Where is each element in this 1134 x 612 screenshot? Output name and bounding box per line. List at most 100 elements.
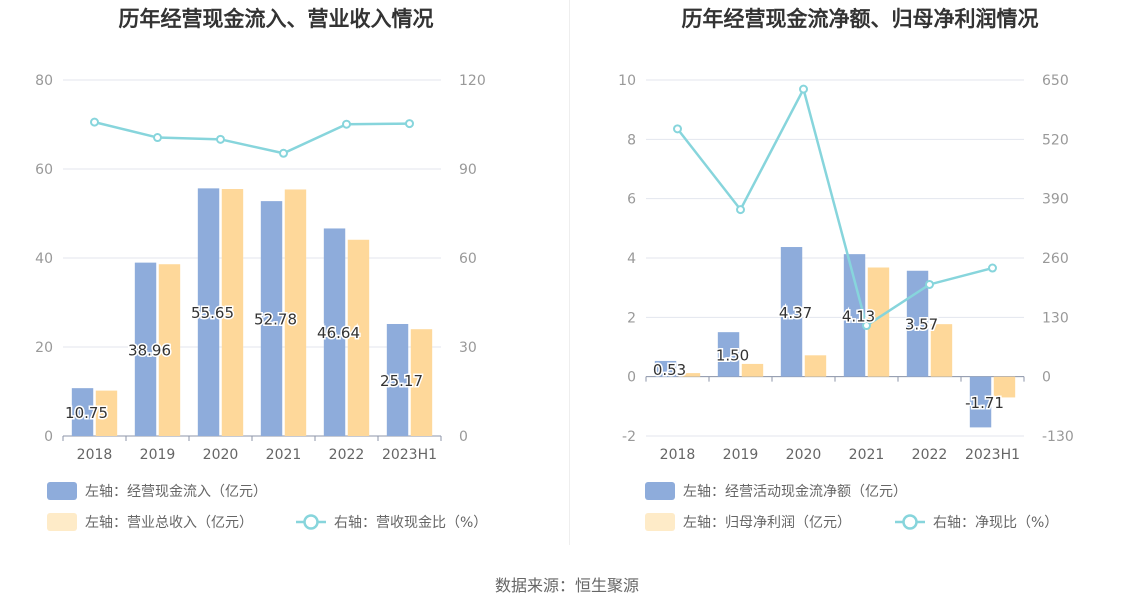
- bar-series2: [867, 267, 890, 377]
- line-point: [925, 279, 934, 289]
- line-point: [279, 148, 288, 158]
- line-series3: [94, 120, 410, 155]
- legend-swatch-series1: [645, 482, 675, 500]
- line-point: [862, 321, 871, 331]
- panel-divider: [569, 0, 570, 545]
- line-point: [799, 84, 808, 94]
- legend-swatch-series2: [645, 513, 675, 531]
- line-point: [90, 117, 99, 127]
- x-axis-tick-label: 2021: [849, 447, 885, 463]
- chart-title-0: 历年经营现金流入、营业收入情况: [119, 7, 434, 31]
- right-axis-tick: 130: [1042, 310, 1069, 326]
- legend-label-series2: 左轴：归母净利润（亿元）: [683, 514, 851, 531]
- x-axis-tick-label: 2019: [140, 447, 176, 463]
- bar-series1: [969, 376, 992, 428]
- x-axis-tick-label: 2018: [660, 447, 696, 463]
- bar-series2: [410, 329, 433, 436]
- bar-series2: [741, 363, 764, 377]
- right-axis-tick: -130: [1042, 429, 1074, 445]
- data-label: 3.57: [905, 316, 938, 334]
- legend-swatch-marker-series3: [303, 514, 319, 530]
- x-axis-tick-label: 2023H1: [382, 447, 437, 463]
- data-label: 0.53: [653, 361, 686, 379]
- data-label: 55.65: [191, 304, 234, 322]
- bar-series1: [843, 254, 866, 377]
- left-axis-tick: 20: [35, 340, 53, 356]
- left-axis-tick: 8: [627, 132, 636, 148]
- bar-series2: [930, 324, 953, 377]
- left-axis-tick: 6: [627, 192, 636, 208]
- bar-series1: [260, 201, 283, 436]
- x-axis-tick-label: 2022: [912, 447, 948, 463]
- data-label: 52.78: [254, 311, 297, 329]
- line-point: [988, 263, 997, 273]
- bar-series1: [654, 360, 677, 377]
- line-point: [342, 119, 351, 129]
- right-axis-tick: 0: [1042, 370, 1051, 386]
- x-axis-tick-label: 2019: [723, 447, 759, 463]
- x-axis-tick-label: 2020: [203, 447, 239, 463]
- legend-label-series3: 右轴：营收现金比（%）: [334, 515, 487, 531]
- x-axis-tick-label: 2022: [329, 447, 365, 463]
- left-axis-tick: 4: [627, 251, 636, 267]
- left-axis-tick: 0: [44, 429, 53, 445]
- x-axis-tick-label: 2020: [786, 447, 822, 463]
- line-point: [216, 134, 225, 144]
- right-axis-tick: 90: [459, 162, 477, 178]
- x-axis-tick-label: 2023H1: [965, 447, 1020, 463]
- bar-series2: [95, 390, 118, 436]
- right-axis-tick: 30: [459, 340, 477, 356]
- legend-label-series3: 右轴：净现比（%）: [933, 515, 1058, 531]
- line-point: [153, 133, 162, 143]
- line-point: [736, 205, 745, 215]
- right-axis-tick: 120: [459, 73, 486, 89]
- right-axis-tick: 0: [459, 429, 468, 445]
- legend-label-series1: 左轴：经营现金流入（亿元）: [85, 484, 267, 500]
- left-axis-tick: 40: [35, 251, 53, 267]
- bar-series1: [780, 247, 803, 377]
- line-series3: [676, 85, 993, 328]
- data-label: 4.37: [779, 304, 812, 322]
- data-label: 46.64: [317, 324, 360, 342]
- bar-series1: [323, 228, 346, 436]
- bar-series1: [717, 332, 740, 377]
- bar-series2: [284, 189, 307, 436]
- right-axis-tick: 260: [1042, 251, 1069, 267]
- data-source: 数据来源：恒生聚源: [494, 576, 639, 595]
- bar-series2: [347, 239, 370, 436]
- left-axis-tick: 2: [627, 310, 636, 326]
- bar-series2: [804, 355, 827, 377]
- bar-series2: [993, 376, 1016, 398]
- right-axis-tick: 60: [459, 251, 477, 267]
- legend-label-series1: 左轴：经营活动现金流净额（亿元）: [683, 484, 907, 500]
- bar-series2: [678, 373, 701, 377]
- data-label: -1.71: [965, 394, 1004, 412]
- bar-series1: [71, 388, 94, 436]
- right-axis-tick: 650: [1042, 73, 1069, 89]
- data-label: 38.96: [128, 341, 171, 359]
- left-axis-tick: 10: [618, 73, 636, 89]
- line-point: [405, 119, 414, 129]
- left-axis-tick: 60: [35, 162, 53, 178]
- line-point: [673, 124, 682, 134]
- right-axis-tick: 390: [1042, 192, 1069, 208]
- x-axis-tick-label: 2018: [77, 447, 113, 463]
- bar-series2: [221, 189, 244, 436]
- data-label: 25.17: [380, 372, 423, 390]
- bar-series1: [197, 188, 220, 436]
- left-axis-tick: -2: [622, 429, 636, 445]
- chart-title-1: 历年经营现金流净额、归母净利润情况: [682, 7, 1039, 31]
- bar-series1: [386, 323, 409, 436]
- legend-swatch-series1: [47, 482, 77, 500]
- bar-series1: [134, 262, 157, 436]
- data-label: 10.75: [65, 404, 108, 422]
- right-axis-tick: 520: [1042, 132, 1069, 148]
- data-label: 1.50: [716, 346, 749, 364]
- left-axis-tick: 0: [627, 370, 636, 386]
- x-axis-tick-label: 2021: [266, 447, 302, 463]
- left-axis-tick: 80: [35, 73, 53, 89]
- legend-swatch-marker-series3: [902, 514, 918, 530]
- legend-label-series2: 左轴：营业总收入（亿元）: [85, 515, 253, 531]
- data-label: 4.13: [842, 307, 875, 325]
